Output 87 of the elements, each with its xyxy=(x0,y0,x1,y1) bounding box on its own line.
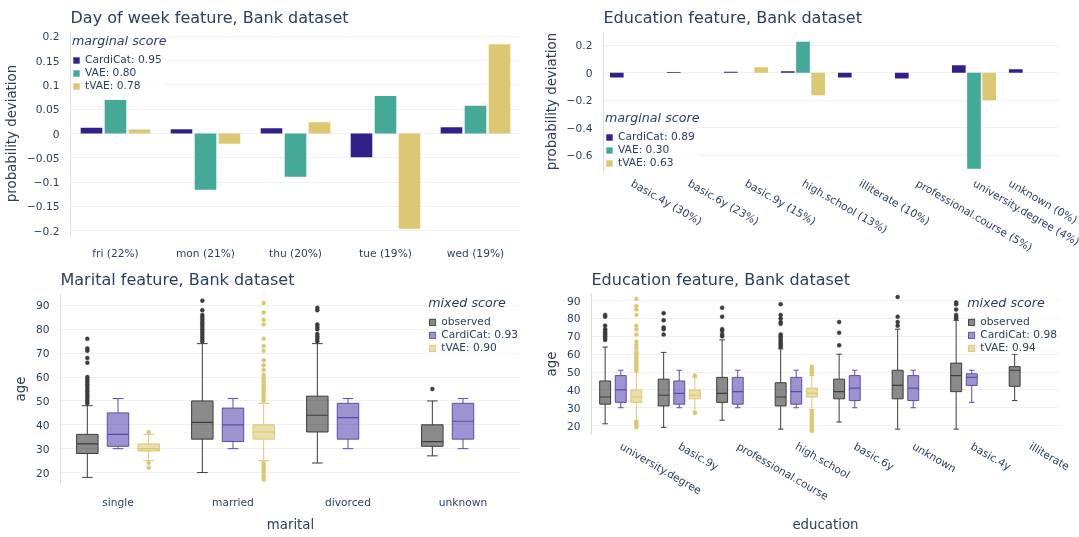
legend-label: observed xyxy=(441,315,491,328)
bar xyxy=(170,129,193,134)
bar xyxy=(350,133,373,158)
y-tick-label: −0.05 xyxy=(26,151,60,165)
y-tick-label: 90 xyxy=(566,294,581,308)
chart-title: Marital feature, Bank dataset xyxy=(60,269,295,289)
legend-label: tVAE: 0.90 xyxy=(441,341,497,354)
x-tick-label: mon (21%) xyxy=(175,246,236,260)
legend-label: CardiCat: 0.93 xyxy=(441,328,518,341)
y-tick-label: 50 xyxy=(566,366,581,380)
bar xyxy=(284,133,307,177)
y-axis-title: probability deviation xyxy=(3,64,19,203)
chart-title: Education feature, Bank dataset xyxy=(591,269,850,289)
x-tick-label: married xyxy=(212,495,254,509)
y-tick-label: 50 xyxy=(35,394,50,408)
bar xyxy=(308,122,331,134)
chart-title: Education feature, Bank dataset xyxy=(603,7,862,27)
x-tick-label: tue (19%) xyxy=(359,246,412,260)
legend-label: VAE: 0.30 xyxy=(618,143,670,156)
legend-label: CardiCat: 0.95 xyxy=(85,53,162,66)
y-axis-title: age xyxy=(12,376,28,402)
y-tick-label: 60 xyxy=(566,348,581,362)
y-tick-label: 20 xyxy=(566,419,581,433)
y-tick-label: 0.2 xyxy=(575,39,593,53)
legend-label: tVAE: 0.78 xyxy=(85,79,141,92)
chart-title: Day of week feature, Bank dataset xyxy=(70,7,349,27)
bar xyxy=(967,72,981,169)
bar xyxy=(374,96,397,134)
y-axis-title: probability deviation xyxy=(543,32,559,171)
bar xyxy=(218,133,241,144)
legend-label: VAE: 0.80 xyxy=(85,66,137,79)
y-tick-label: −0.2 xyxy=(566,94,593,108)
bar xyxy=(104,99,127,134)
y-tick-label: 0.05 xyxy=(35,103,60,117)
legend-label: CardiCat: 0.89 xyxy=(618,130,695,143)
y-tick-label: 60 xyxy=(35,371,50,385)
x-axis-title: education xyxy=(792,516,859,532)
legend-label: observed xyxy=(980,315,1030,328)
bar xyxy=(488,44,511,134)
bar xyxy=(1008,69,1023,73)
legend-title: marginal score xyxy=(72,33,167,48)
bar xyxy=(754,67,769,73)
bar xyxy=(194,133,217,190)
y-tick-label: −0.2 xyxy=(33,224,60,238)
y-tick-label: 30 xyxy=(35,442,50,456)
y-tick-label: 0.15 xyxy=(35,54,60,68)
y-axis-title: age xyxy=(543,351,559,377)
x-tick-label: divorced xyxy=(325,495,371,509)
y-tick-label: −0.1 xyxy=(33,176,60,190)
x-axis-title: marital xyxy=(266,516,315,532)
y-tick-label: −0.15 xyxy=(26,200,60,214)
x-tick-label: single xyxy=(102,495,134,509)
bar xyxy=(260,128,283,134)
bar xyxy=(398,133,421,229)
x-tick-label: unknown xyxy=(438,495,488,509)
y-tick-label: 40 xyxy=(35,418,50,432)
y-tick-label: 0.2 xyxy=(42,30,60,44)
y-tick-label: −0.4 xyxy=(566,121,593,135)
bar xyxy=(811,72,826,96)
bar xyxy=(128,129,151,134)
legend-label: CardiCat: 0.98 xyxy=(980,328,1057,341)
legend-label: tVAE: 0.94 xyxy=(980,341,1036,354)
x-tick-label: fri (22%) xyxy=(92,246,139,260)
y-tick-label: −0.6 xyxy=(566,149,593,163)
bar xyxy=(464,105,487,134)
legend-title: marginal score xyxy=(605,110,700,125)
x-tick-label: thu (20%) xyxy=(268,246,323,260)
bar xyxy=(796,41,810,73)
y-tick-label: 20 xyxy=(35,466,50,480)
x-tick-label: wed (19%) xyxy=(446,246,505,260)
y-tick-label: 70 xyxy=(35,347,50,361)
bar xyxy=(80,127,103,134)
y-tick-label: 0.1 xyxy=(42,78,60,92)
legend-label: tVAE: 0.63 xyxy=(618,156,674,169)
y-tick-label: 80 xyxy=(566,312,581,326)
y-tick-label: 90 xyxy=(35,299,50,313)
y-tick-label: 0 xyxy=(52,127,60,141)
legend-title: mixed score xyxy=(967,295,1046,310)
y-tick-label: 0 xyxy=(585,66,593,80)
legend-title: mixed score xyxy=(428,295,507,310)
y-tick-label: 70 xyxy=(566,330,581,344)
y-tick-label: 80 xyxy=(35,323,50,337)
y-tick-label: 40 xyxy=(566,383,581,397)
bar xyxy=(440,127,463,134)
bar xyxy=(951,65,966,73)
bar xyxy=(982,72,997,101)
y-tick-label: 30 xyxy=(566,401,581,415)
